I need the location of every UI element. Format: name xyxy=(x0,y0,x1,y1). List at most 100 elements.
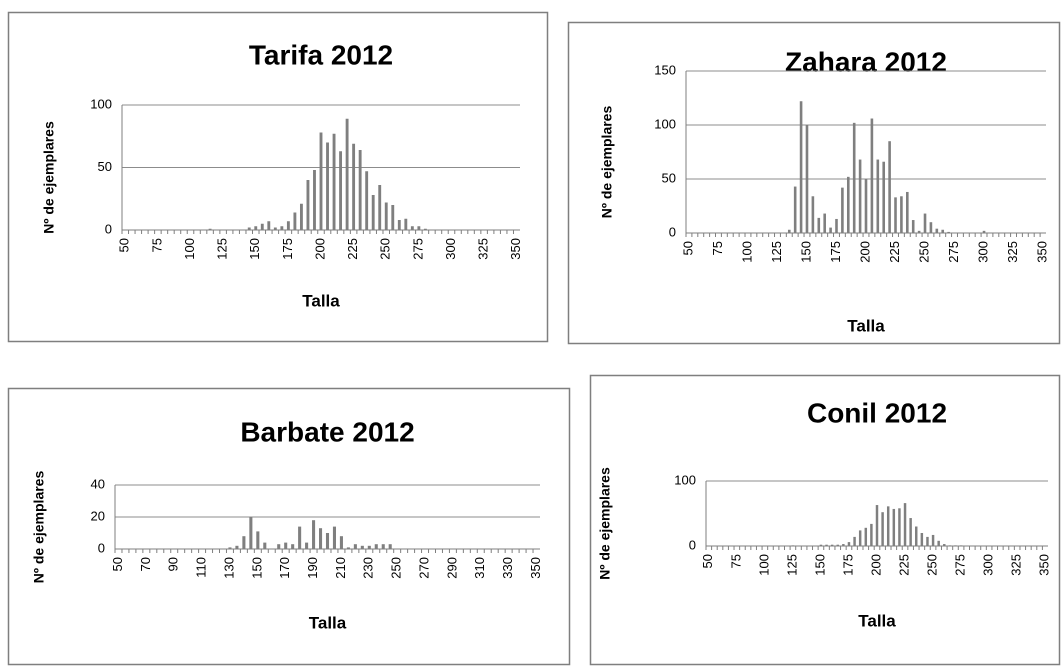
bar xyxy=(903,503,907,546)
x-tick-label: 275 xyxy=(410,238,425,260)
bar xyxy=(881,512,884,546)
chart-title: Zahara 2012 xyxy=(785,46,947,77)
x-tick-label: 230 xyxy=(361,557,376,579)
x-tick-label: 175 xyxy=(828,241,843,263)
bar xyxy=(882,161,886,233)
bar xyxy=(242,536,246,549)
y-tick-label: 0 xyxy=(105,221,112,236)
x-axis-title: Talla xyxy=(302,291,340,310)
bar xyxy=(870,118,874,233)
x-tick-label: 350 xyxy=(508,238,523,260)
bar xyxy=(423,228,427,230)
bar xyxy=(876,159,880,233)
bar xyxy=(793,186,797,233)
bar xyxy=(352,143,356,230)
bar xyxy=(365,171,369,230)
bar xyxy=(332,133,336,230)
bar xyxy=(391,205,395,230)
bar xyxy=(900,196,903,233)
bar xyxy=(306,180,310,230)
bar xyxy=(920,533,924,546)
bar xyxy=(208,228,212,230)
bar xyxy=(410,226,414,230)
bar xyxy=(819,544,823,546)
x-tick-label: 250 xyxy=(925,554,940,576)
bar xyxy=(929,222,933,233)
bar xyxy=(417,226,421,230)
bar xyxy=(358,150,362,230)
x-tick-label: 125 xyxy=(784,554,799,576)
x-tick-label: 130 xyxy=(221,557,236,579)
bar xyxy=(853,536,856,546)
bar xyxy=(888,141,891,233)
bar xyxy=(864,527,868,546)
bar xyxy=(360,545,364,549)
bar xyxy=(388,544,392,549)
y-tick-label: 20 xyxy=(91,508,105,523)
bar xyxy=(906,191,909,233)
bar xyxy=(235,545,239,549)
bar xyxy=(935,228,939,233)
bar xyxy=(948,545,952,546)
y-tick-label: 0 xyxy=(689,537,696,552)
bar xyxy=(277,544,281,549)
bar xyxy=(841,187,844,233)
bar xyxy=(339,536,343,549)
x-tick-label: 290 xyxy=(444,557,459,579)
x-tick-label: 225 xyxy=(887,241,902,263)
x-axis-title: Talla xyxy=(309,613,347,632)
x-tick-label: 200 xyxy=(312,238,327,260)
bar xyxy=(931,534,935,546)
x-tick-label: 350 xyxy=(1037,554,1052,576)
x-tick-label: 70 xyxy=(138,557,153,571)
y-tick-label: 50 xyxy=(98,159,112,174)
x-tick-label: 225 xyxy=(896,554,911,576)
bar xyxy=(374,544,378,549)
chart-title: Barbate 2012 xyxy=(240,416,414,447)
bar xyxy=(378,185,382,230)
x-tick-label: 100 xyxy=(739,241,754,263)
bar xyxy=(293,212,297,230)
x-tick-label: 200 xyxy=(857,241,872,263)
bar xyxy=(404,218,408,230)
x-tick-label: 50 xyxy=(680,241,695,255)
x-tick-label: 50 xyxy=(117,238,132,252)
x-tick-label: 300 xyxy=(981,554,996,576)
x-tick-label: 50 xyxy=(110,557,125,571)
bar xyxy=(937,540,940,546)
bar xyxy=(791,545,795,546)
x-tick-label: 250 xyxy=(389,557,404,579)
x-tick-label: 150 xyxy=(247,238,262,260)
bar xyxy=(273,227,277,230)
x-tick-label: 325 xyxy=(1009,554,1024,576)
x-tick-label: 50 xyxy=(700,554,715,568)
y-axis-title: Nº de ejemplares xyxy=(597,467,613,580)
x-tick-label: 270 xyxy=(416,557,431,579)
bar xyxy=(852,122,856,233)
bar xyxy=(256,531,260,549)
bar xyxy=(911,220,915,233)
bar xyxy=(332,526,336,549)
bar xyxy=(280,226,284,230)
y-axis-title: Nº de ejemplares xyxy=(41,121,57,234)
bar xyxy=(346,547,350,549)
bar xyxy=(249,517,253,549)
bar xyxy=(381,544,385,549)
x-tick-label: 225 xyxy=(345,238,360,260)
x-tick-label: 350 xyxy=(1034,241,1049,263)
x-tick-label: 150 xyxy=(812,554,827,576)
x-tick-label: 90 xyxy=(166,557,181,571)
bar xyxy=(923,213,927,233)
x-tick-label: 200 xyxy=(868,554,883,576)
x-tick-label: 75 xyxy=(710,241,725,255)
bar xyxy=(835,218,838,233)
x-tick-label: 170 xyxy=(277,557,292,579)
x-tick-label: 190 xyxy=(305,557,320,579)
bar xyxy=(811,196,815,233)
x-tick-label: 330 xyxy=(500,557,515,579)
bar xyxy=(319,132,323,230)
bar xyxy=(836,544,839,546)
y-axis-title: Nº de ejemplares xyxy=(599,106,615,219)
x-tick-label: 150 xyxy=(798,241,813,263)
